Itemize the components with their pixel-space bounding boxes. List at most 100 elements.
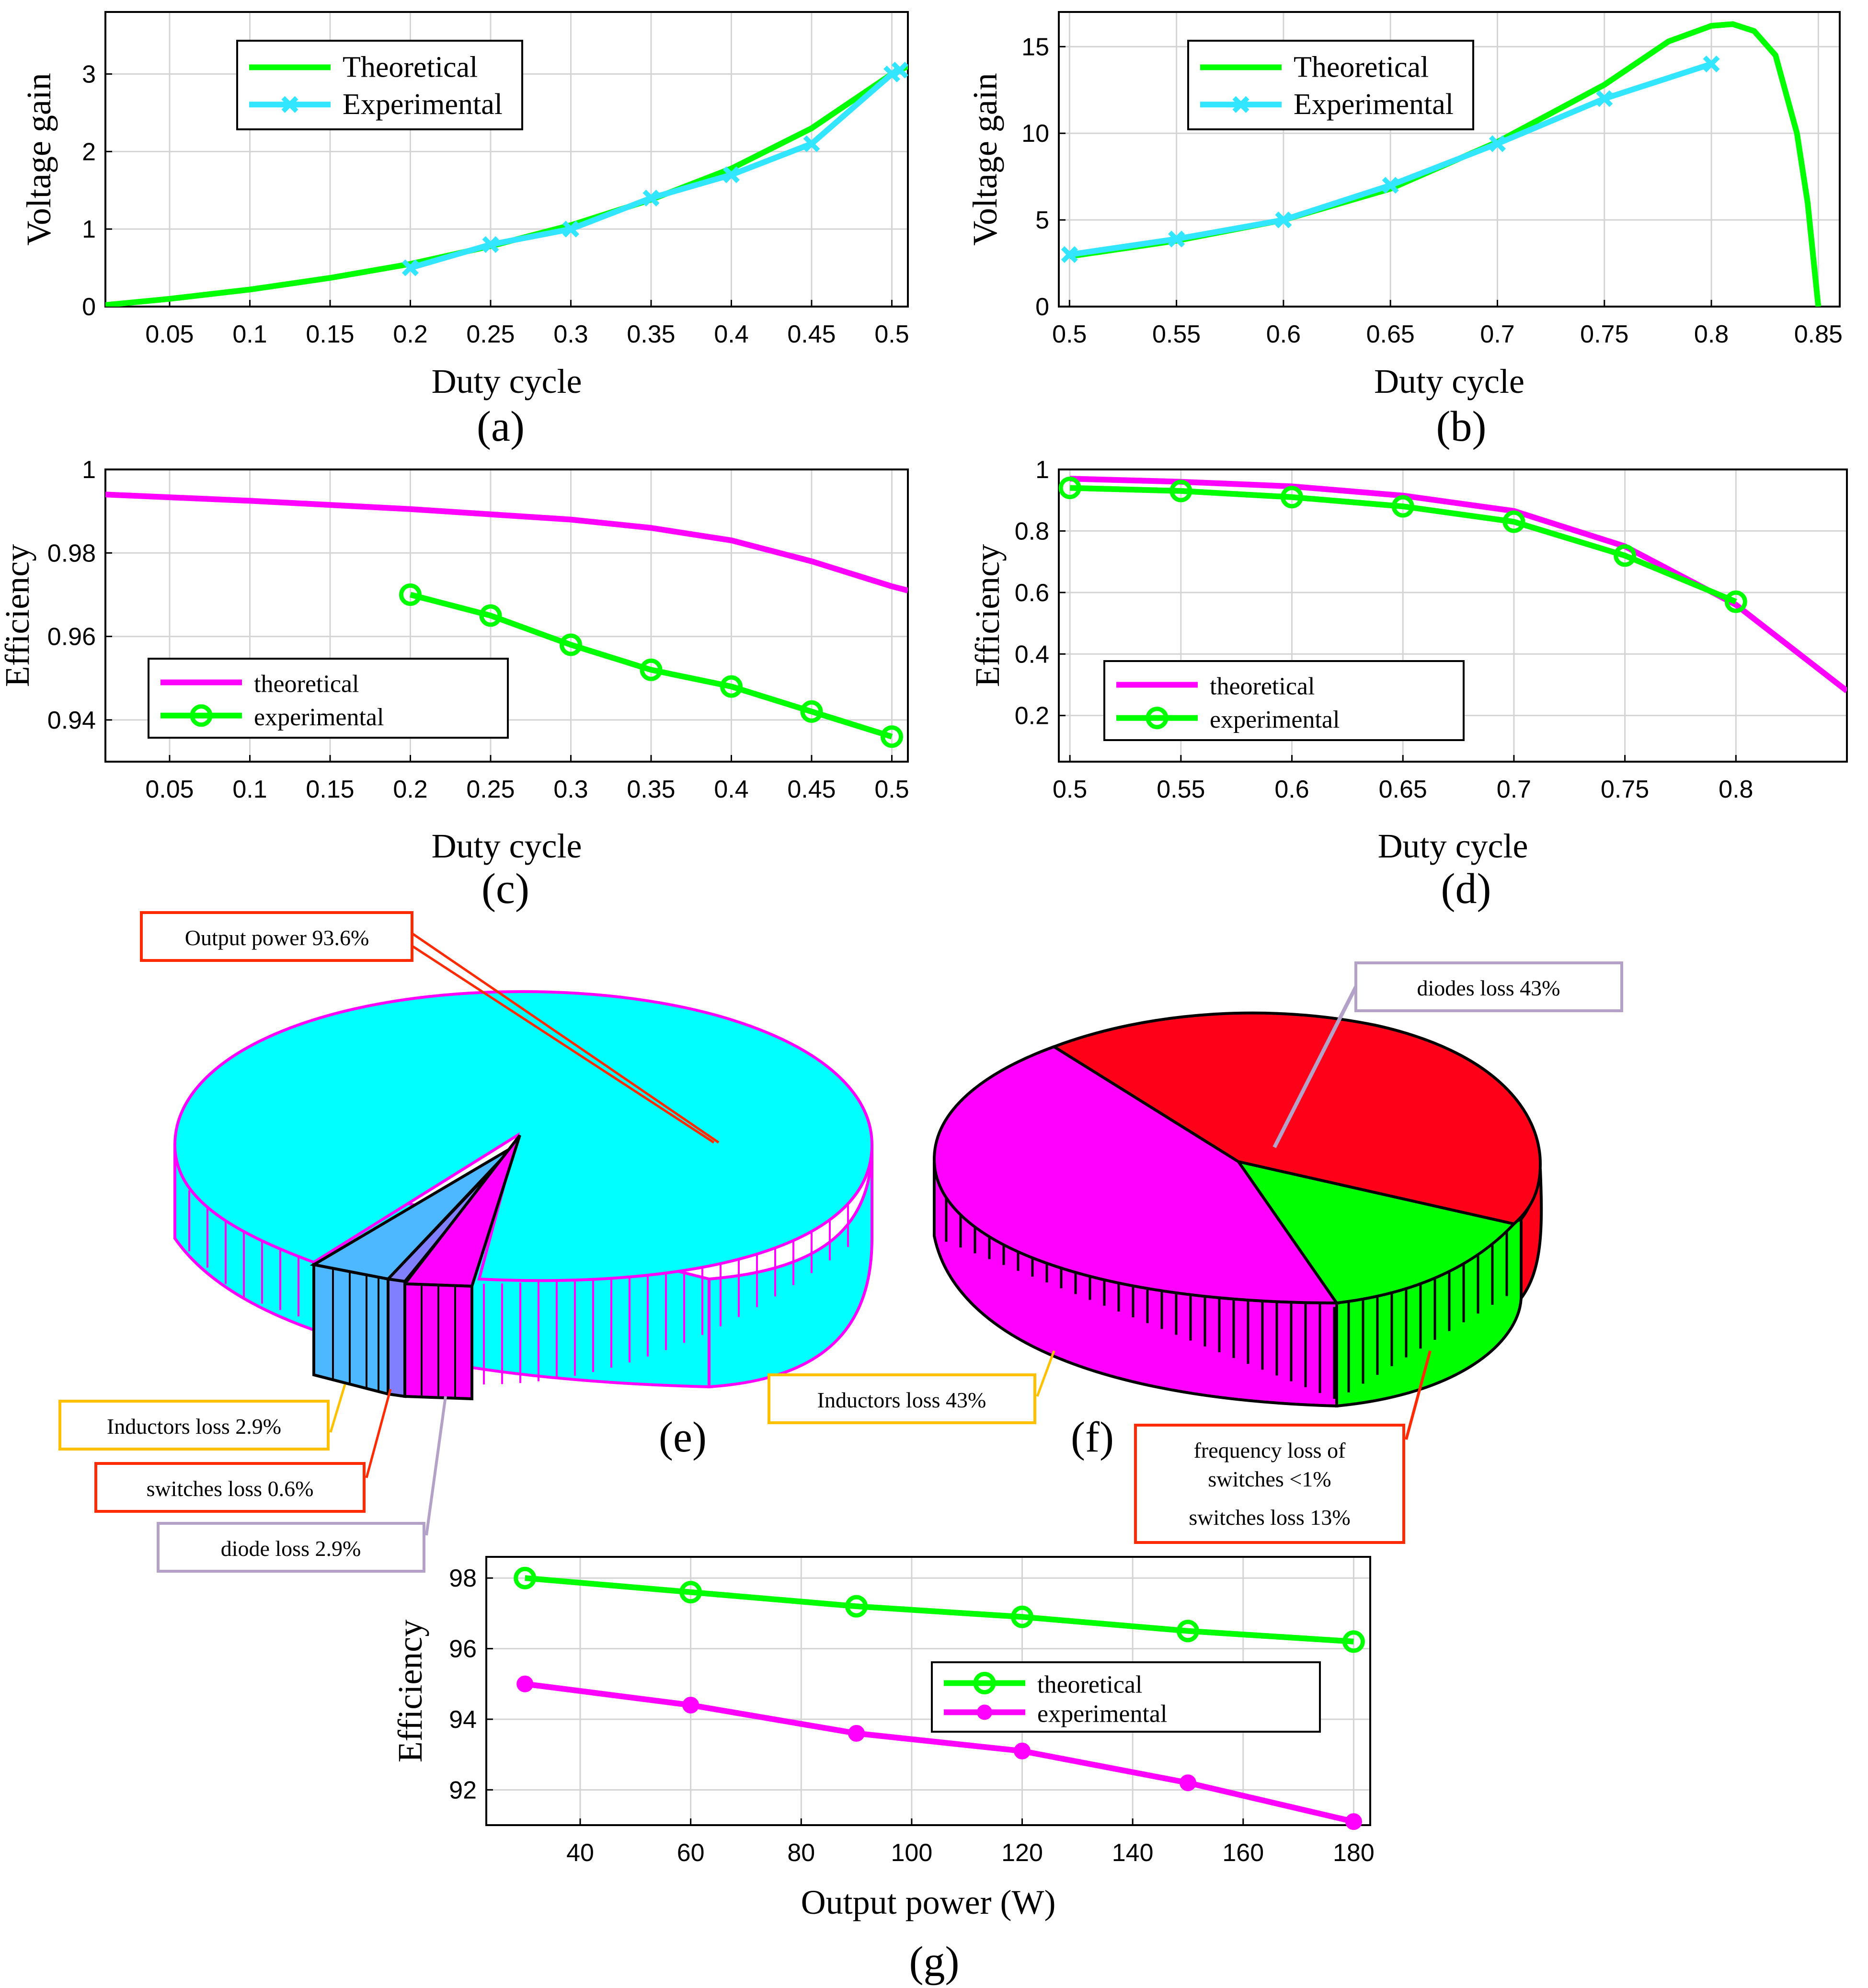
- legend-box-a: [236, 40, 523, 130]
- series-line-experimental-a: [409, 67, 901, 271]
- legend-label-experimental-b: Experimental: [1294, 88, 1454, 121]
- x-tick-label-d: 0.7: [1497, 776, 1531, 803]
- x-tick-label-c: 0.5: [874, 776, 909, 803]
- x-tick-label-a: 0.45: [787, 320, 836, 348]
- y-tick-label-c: 1: [82, 456, 96, 484]
- x-tick-label-g: 120: [1001, 1839, 1043, 1867]
- legend-label-theoretical-a: Theoretical: [343, 51, 478, 84]
- legend-box-c: [148, 658, 509, 739]
- callout-leader-diode-e: [425, 1396, 447, 1536]
- data-point-experimental-a: [401, 259, 419, 276]
- x-tick-label-c: 0.15: [306, 776, 354, 803]
- callout-leader-switches-e: [365, 1389, 392, 1478]
- callout-box-inductors-f: [768, 1373, 1036, 1424]
- data-point-theoretical-g: [514, 1566, 537, 1589]
- x-tick-label-g: 140: [1112, 1839, 1154, 1867]
- x-tick-label-g: 40: [566, 1839, 594, 1867]
- y-tick-label-b: 5: [1035, 206, 1049, 234]
- data-point-experimental-b: [1275, 211, 1292, 229]
- data-point-experimental-a: [642, 189, 660, 206]
- data-point-experimental-c: [560, 633, 582, 656]
- pie-f-switches-loss-top: [1235, 1159, 1517, 1305]
- data-point-experimental-d: [1502, 510, 1525, 533]
- data-point-experimental-b: [1596, 90, 1613, 107]
- x-tick-label-b: 0.75: [1580, 320, 1628, 348]
- axes-box-d: [1058, 468, 1848, 763]
- data-point-experimental-d: [1391, 495, 1414, 518]
- x-tick-label-c: 0.35: [627, 776, 675, 803]
- callout-inductors-loss-f: Inductors loss 43%: [817, 1388, 986, 1412]
- data-point-experimental-b: [1489, 135, 1506, 152]
- legend-label-theoretical-g: theoretical: [1037, 1671, 1142, 1699]
- data-point-experimental-a: [891, 61, 908, 79]
- data-point-experimental-a: [722, 166, 740, 183]
- panel-label-f: (f): [1071, 1414, 1114, 1461]
- y-axis-label-b: Voltage gain: [966, 73, 1004, 246]
- legend-label-theoretical-b: Theoretical: [1294, 51, 1429, 84]
- y-tick-label-g: 98: [449, 1565, 477, 1592]
- pie-e-small-side-hatch: [332, 1268, 456, 1398]
- data-point-theoretical-g: [845, 1595, 868, 1618]
- chart-panel-a: 0.05 0.1 0.15 0.2 0.25 0.3 0.35 0.4 0.45 0.5 0 1 2 3 T…: [20, 11, 909, 450]
- pie-chart-f: [932, 1011, 1543, 1408]
- chart-panel-g: 40 60 80 100 120 140 160 180 92 94 96 98 theoretical…: [391, 1556, 1375, 1986]
- callout-switches-loss-f: switches loss 13%: [1189, 1505, 1350, 1530]
- data-point-experimental-d: [1724, 590, 1747, 613]
- panel-label-a: (a): [477, 403, 525, 450]
- y-tick-label-a: 1: [82, 216, 96, 243]
- legend-label-theoretical-c: theoretical: [254, 671, 359, 698]
- y-axis-label-c: Efficiency: [0, 544, 36, 687]
- x-tick-label-b: 0.85: [1794, 320, 1843, 348]
- x-tick-label-c: 0.2: [393, 776, 427, 803]
- y-axis-label-a: Voltage gain: [20, 73, 58, 246]
- y-tick-label-g: 92: [449, 1776, 477, 1804]
- legend-box-b: [1187, 40, 1474, 130]
- y-tick-label-g: 96: [449, 1635, 477, 1663]
- data-point-experimental-b: [1703, 55, 1720, 73]
- pie-chart-e: [173, 990, 874, 1401]
- axes-box-b: [1058, 11, 1841, 308]
- x-tick-label-a: 0.05: [145, 320, 194, 348]
- y-tick-label-d: 0.2: [1015, 702, 1049, 730]
- series-line-theoretical-c: [105, 491, 908, 594]
- y-tick-label-b: 15: [1021, 33, 1049, 61]
- callout-diode-loss-e: diode loss 2.9%: [221, 1536, 361, 1561]
- x-tick-label-a: 0.5: [874, 320, 909, 348]
- callout-leader-output-power: [397, 935, 715, 1144]
- data-point-experimental-d: [1281, 486, 1304, 509]
- series-line-experimental-g: [524, 1681, 1354, 1825]
- pie-f-inductors-loss-top: [932, 1045, 1340, 1305]
- y-tick-label-a: 3: [82, 60, 96, 88]
- callout-box-diodes-loss: [1354, 961, 1623, 1012]
- panel-label-d: (d): [1441, 865, 1491, 913]
- y-tick-label-b: 0: [1035, 293, 1049, 321]
- callout-leader-switches-f: [1405, 1350, 1432, 1440]
- x-tick-label-b: 0.6: [1266, 320, 1301, 348]
- legend-label-theoretical-d: theoretical: [1210, 673, 1315, 700]
- pie-e-inductors-loss-side: [312, 1263, 390, 1396]
- series-line-theoretical-g: [525, 1575, 1354, 1645]
- panel-label-g: (g): [909, 1938, 960, 1986]
- callout-output-power: Output power 93.6%: [185, 925, 369, 950]
- callout-inductors-loss-e: Inductors loss 2.9%: [107, 1414, 281, 1439]
- legend-box-g: [931, 1661, 1321, 1733]
- data-point-experimental-c: [640, 658, 663, 681]
- series-line-experimental-c: [409, 592, 893, 740]
- x-tick-label-g: 80: [787, 1839, 815, 1867]
- callout-box-diode-e: [157, 1522, 425, 1573]
- x-tick-label-g: 160: [1222, 1839, 1264, 1867]
- panel-label-e: (e): [659, 1414, 707, 1461]
- y-tick-label-b: 10: [1021, 120, 1049, 148]
- x-tick-label-b: 0.8: [1694, 320, 1729, 348]
- x-axis-label-b: Duty cycle: [1374, 362, 1524, 400]
- data-point-experimental-a: [482, 236, 499, 253]
- data-point-experimental-c: [479, 604, 502, 627]
- legend-marker-experimental-b: [1232, 96, 1249, 113]
- callout-leader-diodes-loss: [1272, 986, 1358, 1148]
- x-tick-label-g: 100: [891, 1839, 933, 1867]
- y-tick-label-c: 0.94: [47, 707, 96, 734]
- axes-box-a: [104, 11, 909, 308]
- pie-f-diodes-loss-top: [1051, 1011, 1542, 1226]
- x-tick-label-d: 0.65: [1379, 776, 1427, 803]
- data-point-experimental-d: [1614, 544, 1637, 567]
